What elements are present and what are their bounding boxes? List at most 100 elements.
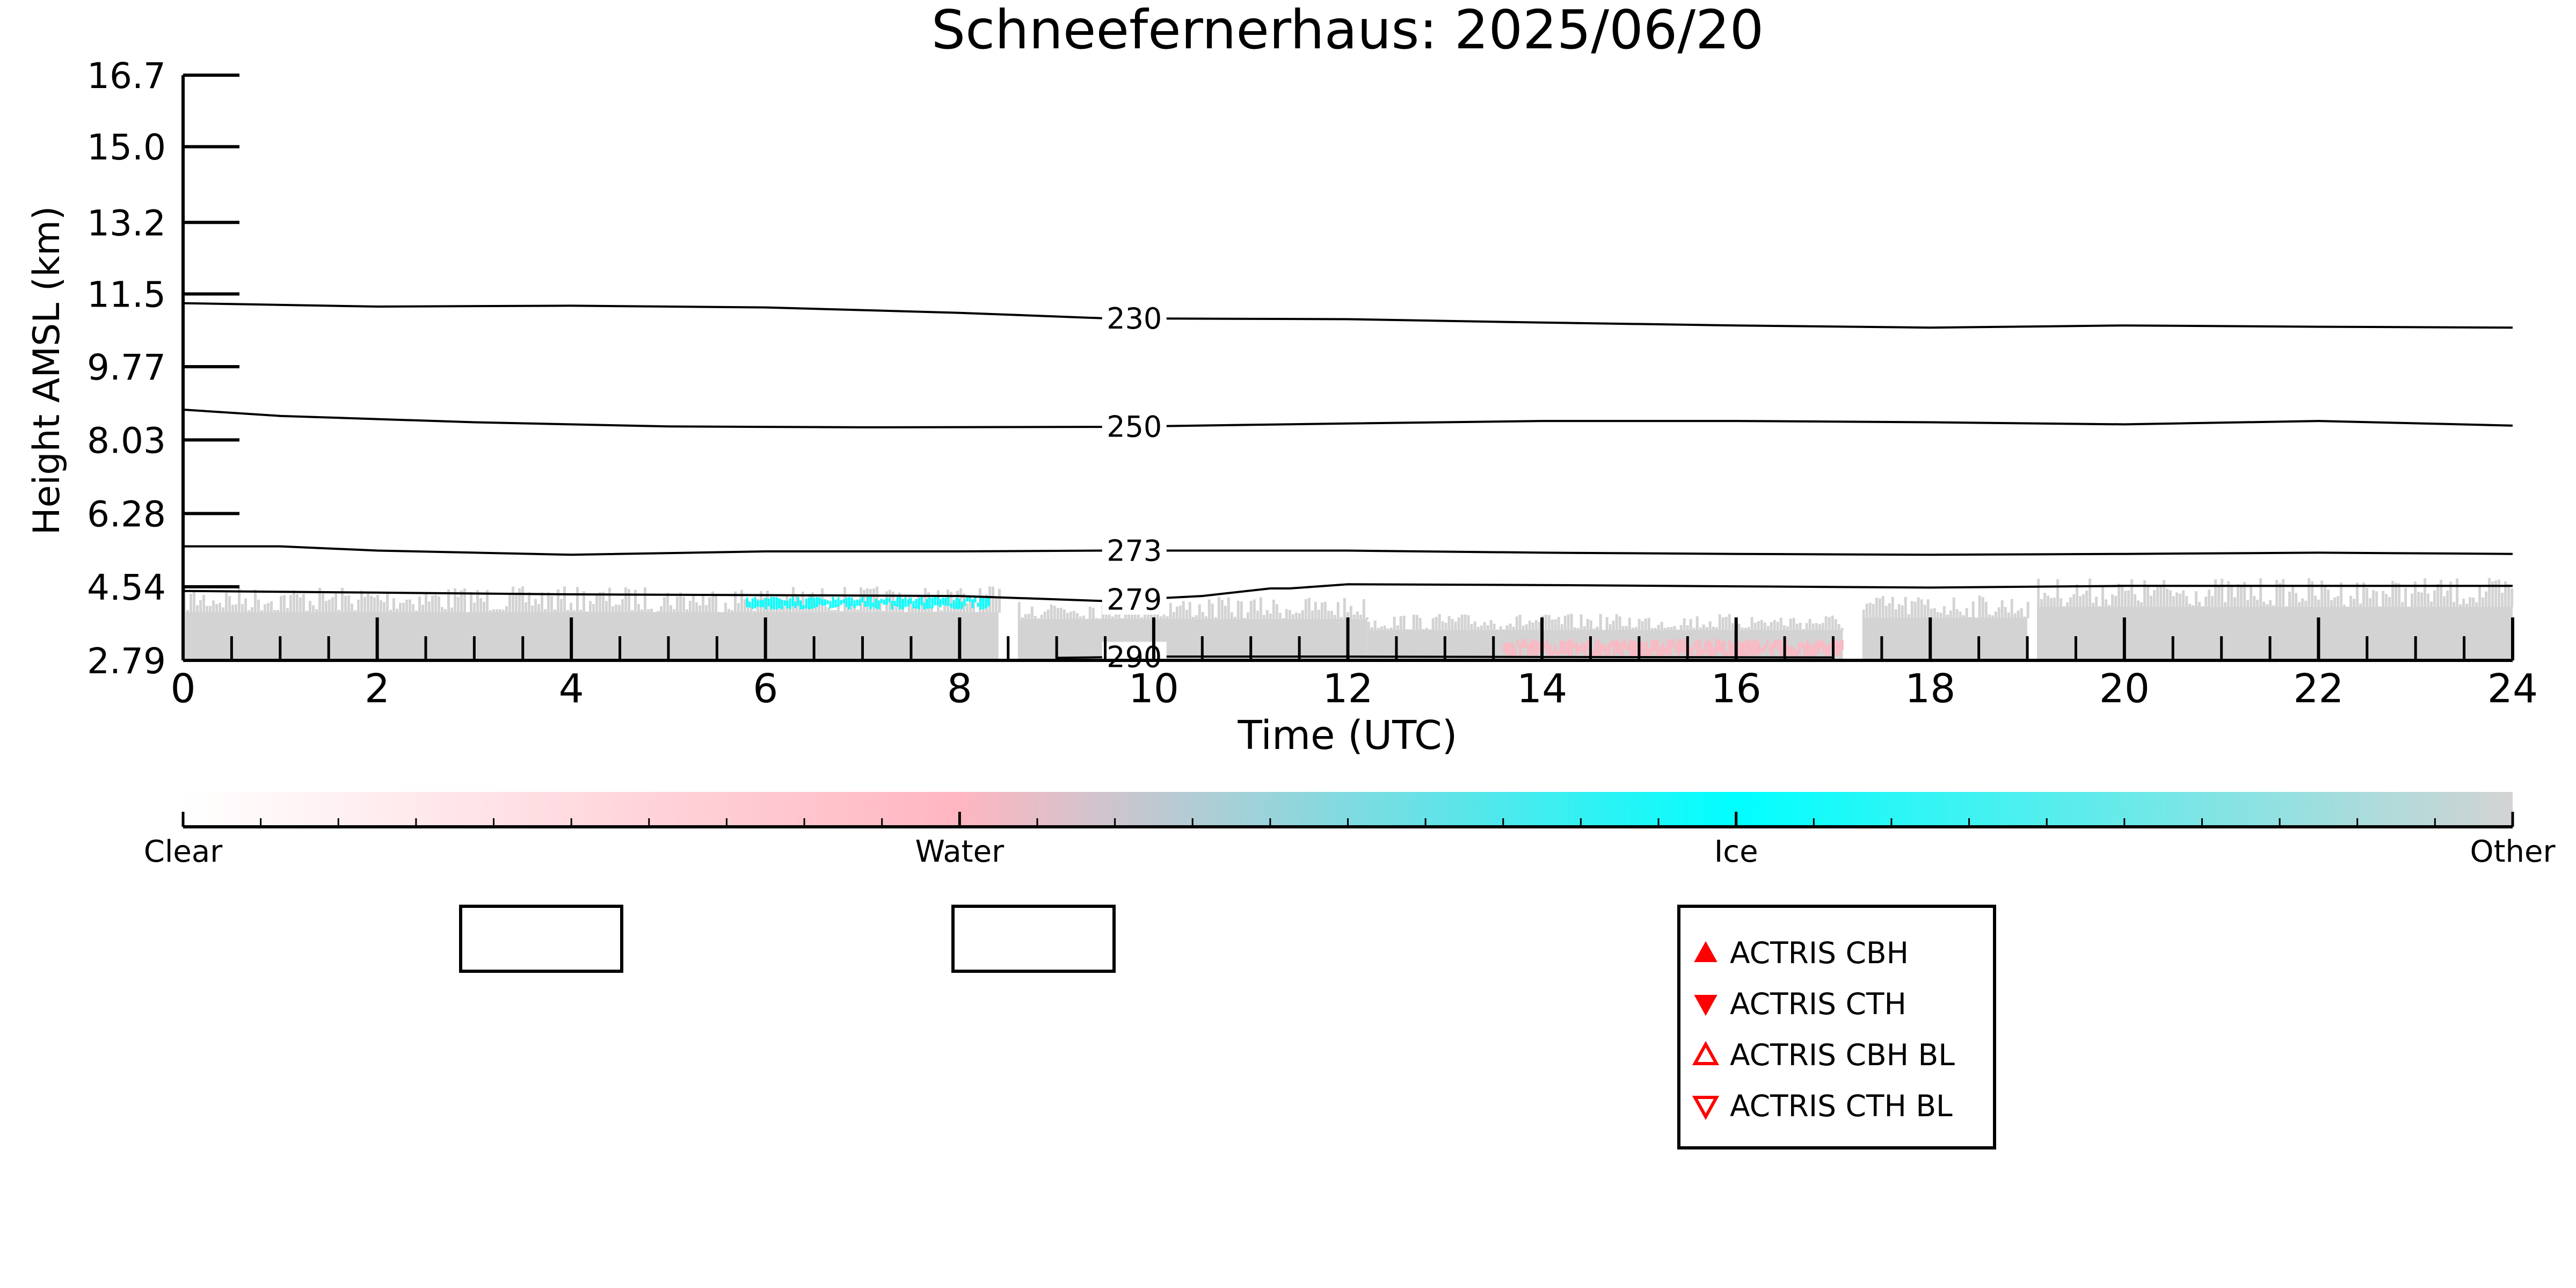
region-column <box>1072 610 1075 620</box>
region-column <box>794 601 797 608</box>
region-column <box>1757 621 1760 631</box>
region-column <box>1024 614 1027 620</box>
region-column <box>781 599 783 609</box>
region-column <box>476 590 479 613</box>
region-column <box>1563 615 1567 631</box>
region-column <box>1454 621 1457 631</box>
region-column <box>1702 624 1705 631</box>
region-column <box>1731 623 1734 631</box>
region-column <box>257 599 260 613</box>
region-column <box>602 592 605 613</box>
region-column <box>1904 597 1907 618</box>
region-column <box>750 606 753 613</box>
region-column <box>853 600 856 608</box>
region-column <box>657 611 659 613</box>
region-column <box>737 603 740 613</box>
region-column <box>318 587 321 613</box>
region-column <box>199 600 202 613</box>
region-column <box>1736 639 1739 657</box>
region-column <box>782 606 785 613</box>
region-column <box>399 602 402 613</box>
region-column <box>2349 595 2353 608</box>
region-column <box>992 586 994 613</box>
region-column <box>1557 617 1560 631</box>
region-column <box>1758 642 1760 654</box>
region-column <box>2327 590 2330 608</box>
region-column <box>850 597 853 607</box>
region-column <box>1522 625 1525 631</box>
region-column <box>2246 600 2250 608</box>
region-column <box>1838 641 1841 656</box>
region-column <box>325 601 328 613</box>
region-column <box>960 601 963 609</box>
legend-label: ACTRIS CTH BL <box>1730 1089 1953 1123</box>
region-column <box>1782 625 1786 631</box>
region-column <box>550 596 553 613</box>
region-column <box>842 599 845 603</box>
region-column <box>1821 623 1824 631</box>
region-column <box>2117 584 2121 608</box>
region-column <box>821 599 824 606</box>
region-column <box>225 592 228 613</box>
region-column <box>206 606 208 613</box>
region-column <box>963 599 966 606</box>
region-other <box>1017 596 1369 660</box>
region-column <box>958 599 960 609</box>
region-column <box>1790 645 1793 658</box>
colorbar-label: Other <box>2470 834 2556 869</box>
region-column <box>1907 614 1910 618</box>
region-column <box>1530 641 1532 655</box>
region-column <box>1693 641 1696 650</box>
region-column <box>1050 605 1053 620</box>
region-column <box>1884 606 1888 618</box>
region-column <box>1543 642 1546 650</box>
region-column <box>222 607 224 613</box>
region-column <box>1997 607 2000 618</box>
region-column <box>2378 606 2382 608</box>
region-column <box>2388 596 2391 608</box>
region-column <box>754 597 756 609</box>
region-column <box>537 604 540 613</box>
region-column <box>521 586 524 613</box>
region-column <box>212 600 215 613</box>
region-column <box>376 595 379 613</box>
region-column <box>1182 601 1185 620</box>
region-column <box>1712 646 1715 657</box>
region-column <box>724 602 727 613</box>
region-column <box>618 605 621 613</box>
region-column <box>1763 622 1766 631</box>
region-column <box>2395 583 2398 608</box>
region-column <box>415 610 418 613</box>
region-column <box>1346 612 1349 620</box>
region-column <box>1483 622 1486 631</box>
region-column <box>1962 615 1965 618</box>
region-column <box>2404 587 2407 608</box>
region-column <box>512 586 514 613</box>
region-column <box>1178 606 1182 620</box>
region-column <box>1677 639 1680 658</box>
region-column <box>2362 582 2366 608</box>
region-column <box>1518 615 1522 631</box>
region-column <box>2204 596 2208 608</box>
region-column <box>971 599 974 608</box>
region-column <box>1981 597 1984 618</box>
region-column <box>1669 640 1672 656</box>
y-tick-label: 9.77 <box>87 347 166 388</box>
region-column <box>802 605 805 609</box>
region-column <box>1647 617 1650 631</box>
region-column <box>650 608 653 613</box>
region-column <box>1546 639 1548 654</box>
region-column <box>2140 602 2143 608</box>
region-column <box>1930 608 1933 618</box>
region-column <box>1695 616 1699 631</box>
region-column <box>592 603 595 613</box>
region-column <box>1742 642 1744 657</box>
isotherm-line <box>183 409 2513 428</box>
region-column <box>347 595 350 613</box>
region-column <box>1249 600 1253 620</box>
region-column <box>541 592 543 613</box>
region-column <box>2375 591 2378 608</box>
region-column <box>322 593 324 613</box>
region-column <box>923 602 926 609</box>
region-column <box>1399 616 1402 631</box>
